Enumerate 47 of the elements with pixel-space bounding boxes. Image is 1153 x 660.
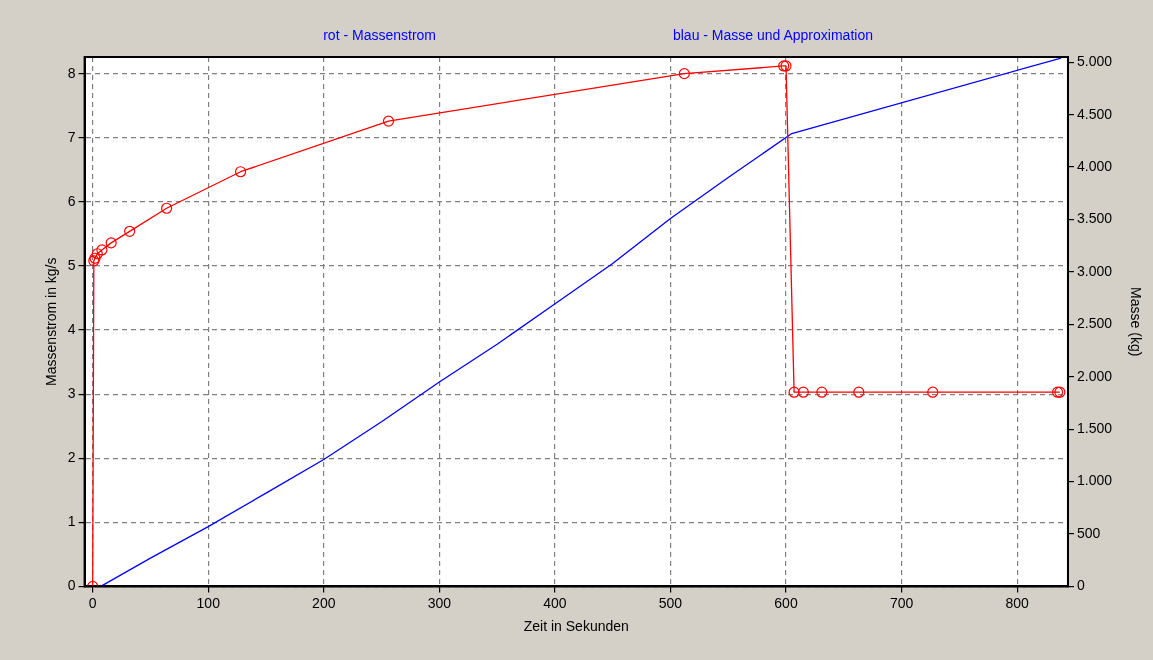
point bbox=[678, 68, 690, 80]
point bbox=[797, 386, 809, 398]
x-tick-label: 100 bbox=[196, 594, 221, 611]
y-tick-label: 0 bbox=[67, 577, 76, 594]
x-tick-label: 700 bbox=[889, 594, 914, 611]
y-tick-label: 1 bbox=[67, 513, 76, 530]
point bbox=[234, 166, 247, 178]
y2-tick-label: 0 bbox=[1076, 577, 1085, 594]
y2-axis-title: Masse (kg) bbox=[1128, 287, 1145, 357]
y-tick-label: 7 bbox=[67, 128, 76, 145]
y-tick-label: 4 bbox=[67, 320, 76, 337]
x-tick-label: 800 bbox=[1005, 594, 1030, 611]
y2-tick-label: 1.500 bbox=[1076, 420, 1113, 437]
y2-tick-label: 5.000 bbox=[1076, 53, 1113, 70]
y2-tick-label: 3.500 bbox=[1076, 210, 1113, 227]
x-tick-label: 600 bbox=[774, 594, 798, 611]
point bbox=[96, 244, 108, 256]
x-tick-label: 500 bbox=[658, 594, 683, 611]
y-tick-label: 2 bbox=[67, 449, 76, 466]
y2-tick-label: 3.000 bbox=[1076, 262, 1113, 279]
point bbox=[788, 386, 800, 398]
y2-tick-label: 2.000 bbox=[1076, 367, 1113, 384]
point bbox=[124, 225, 136, 237]
y-tick-label: 6 bbox=[67, 192, 76, 209]
text: blau - Masse und Approximation bbox=[672, 26, 873, 43]
y-axis-title: Massenstrom in kg/s bbox=[43, 257, 60, 386]
x-tick-label: 200 bbox=[312, 594, 336, 611]
x-tick-label: 400 bbox=[543, 594, 567, 611]
y-tick-label: 5 bbox=[67, 256, 76, 273]
point bbox=[853, 386, 865, 398]
y2-tick-label: 2.500 bbox=[1076, 315, 1113, 332]
point bbox=[91, 248, 103, 260]
x-tick-label: 0 bbox=[88, 594, 97, 611]
x-tick-label: 300 bbox=[427, 594, 452, 611]
y2-tick-label: 4.500 bbox=[1076, 105, 1113, 122]
y-tick-label: 8 bbox=[67, 64, 76, 81]
y2-tick-label: 500 bbox=[1076, 524, 1101, 541]
x-axis-title: Zeit in Sekunden bbox=[523, 618, 629, 635]
y2-tick-label: 1.000 bbox=[1076, 472, 1113, 489]
point bbox=[927, 386, 939, 398]
y2-tick-label: 4.000 bbox=[1076, 157, 1113, 174]
point bbox=[161, 202, 173, 214]
y-tick-label: 3 bbox=[67, 384, 76, 401]
point bbox=[105, 237, 117, 249]
point bbox=[816, 386, 828, 398]
text: rot - Massenstrom bbox=[323, 26, 437, 43]
point bbox=[382, 115, 395, 127]
